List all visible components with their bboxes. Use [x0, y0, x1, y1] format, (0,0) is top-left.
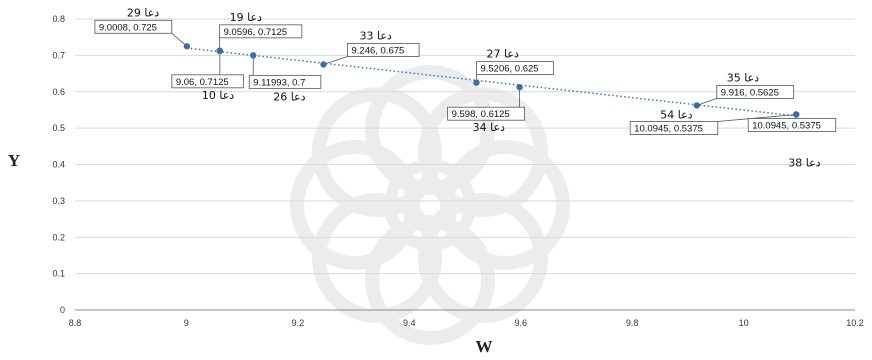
y-axis-title: Y	[8, 151, 20, 170]
x-tick-label: 9.4	[403, 318, 416, 328]
watermark-petal	[311, 193, 442, 324]
point-name-label: دعا 27	[486, 48, 518, 61]
y-tick-label: 0.8	[52, 14, 65, 24]
watermark-petal	[365, 215, 495, 345]
x-tick-label: 8.8	[69, 318, 82, 328]
x-tick-label: 9.8	[626, 318, 639, 328]
point-label-box	[94, 19, 173, 34]
watermark-petal	[418, 86, 549, 217]
point-value-label: 9.916, 0.5625	[721, 87, 779, 98]
y-tick-label: 0.7	[52, 50, 65, 60]
point-value-label: 10.0945, 0.5375	[752, 120, 821, 131]
point-name-label: دعا 33	[359, 29, 391, 42]
watermark-petal	[418, 193, 549, 324]
point-value-label: 9.246, 0.675	[351, 45, 404, 56]
point-name-label: دعا 19	[230, 11, 262, 24]
data-point	[216, 47, 224, 55]
leader-line	[171, 32, 188, 47]
x-tick-label: 10	[739, 318, 749, 328]
y-tick-label: 0.2	[52, 232, 65, 242]
point-value-label: 9.06, 0.7125	[176, 77, 229, 88]
y-tick-label: 0.6	[52, 87, 65, 97]
point-value-label: 9.0596, 0.7125	[224, 27, 287, 38]
point-labels: 9.0008, 0.725 دعا 29 9.0596, 0.7125 دعا 19 9…	[94, 6, 837, 169]
watermark-petal	[290, 140, 420, 270]
gridlines	[75, 18, 855, 311]
point-value-label: 9.11993, 0.7	[253, 77, 305, 88]
x-tick-label: 9.6	[514, 318, 527, 328]
axes: 0 0.1 0.2 0.3 0.4 0.5 0.6 0.7 0.8 8.8 9 9.2 9.4 9.6 9.…	[52, 14, 863, 328]
leader-line	[717, 114, 797, 122]
point-label-box	[219, 24, 303, 39]
point-label-box	[447, 106, 525, 121]
x-tick-label: 10.2	[846, 318, 864, 328]
point-name-label: دعا 54	[660, 108, 692, 121]
x-axis-title: W	[476, 337, 493, 356]
point-value-label: 9.598, 0.6125	[452, 109, 510, 120]
watermark-petal	[365, 65, 495, 195]
watermark-petal	[311, 86, 442, 217]
point-name-label: دعا 35	[727, 71, 759, 84]
data-point	[793, 111, 800, 118]
data-point	[473, 79, 480, 86]
point-name-label: دعا 34	[473, 121, 505, 134]
point-label-box	[716, 84, 795, 99]
x-tick-label: 9	[184, 318, 189, 328]
point-value-label: 9.5206, 0.625	[480, 64, 538, 75]
y-tick-label: 0.5	[52, 123, 65, 133]
point-label-box	[248, 74, 322, 89]
y-tick-label: 0	[60, 305, 65, 315]
point-value-label: 10.0945, 0.5375	[634, 123, 703, 134]
point-name-label: دعا 26	[273, 90, 305, 103]
y-tick-label: 0.3	[52, 196, 65, 206]
data-point	[516, 84, 523, 91]
point-value-label: 9.0008, 0.725	[99, 22, 157, 33]
data-point	[693, 102, 700, 109]
point-name-label: دعا 29	[127, 6, 159, 19]
point-label-box	[629, 121, 719, 135]
y-tick-label: 0.1	[52, 269, 65, 279]
data-point	[183, 43, 191, 50]
point-label-box	[347, 43, 420, 57]
y-tick-label: 0.4	[52, 160, 65, 170]
leader-lines	[171, 32, 797, 122]
point-name-label: دعا 10	[202, 89, 234, 102]
data-points	[183, 43, 800, 118]
watermark-petal	[440, 140, 570, 270]
data-point	[250, 52, 257, 59]
point-label-box	[171, 74, 244, 89]
leader-line	[696, 98, 717, 106]
data-point	[320, 61, 327, 68]
x-tick-label: 9.2	[292, 318, 305, 328]
point-label-box	[747, 118, 837, 132]
point-label-box	[476, 61, 554, 76]
watermark-ornament	[290, 65, 570, 345]
leader-line	[323, 56, 348, 65]
point-name-label: دعا 38	[788, 156, 820, 169]
